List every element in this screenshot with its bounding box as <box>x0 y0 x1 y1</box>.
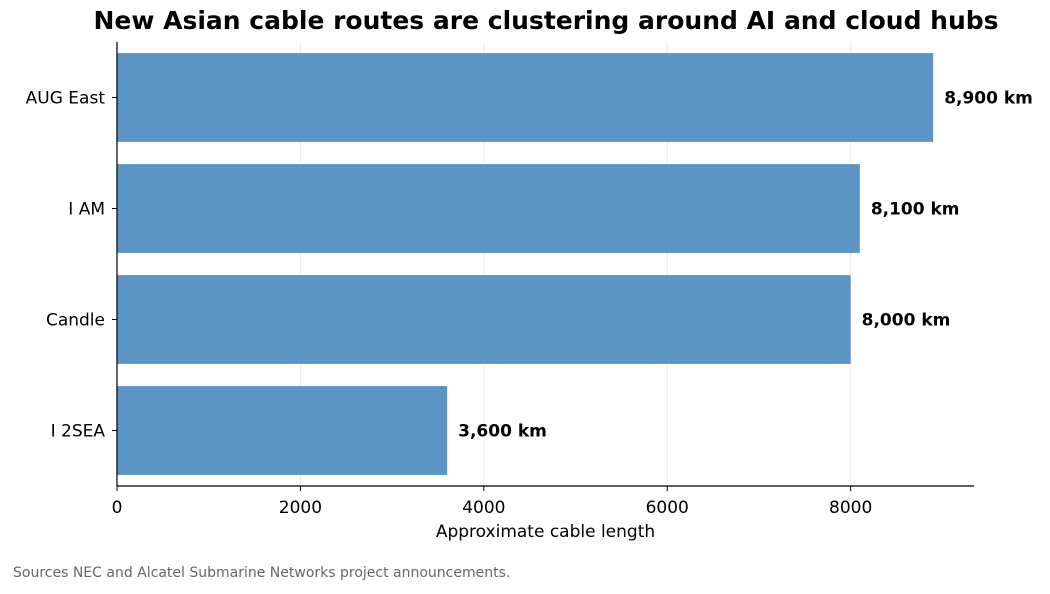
bars <box>117 53 934 475</box>
ticks: 0 2000 4000 6000 8000 AUG East I AM Candle I 2SE… <box>26 89 873 519</box>
y-tick-label: I 2SEA <box>51 422 106 442</box>
x-tick-label: 4000 <box>462 498 505 518</box>
x-axis-label: Approximate cable length <box>436 522 655 542</box>
bar <box>117 53 934 142</box>
y-tick-label: I AM <box>68 200 105 220</box>
y-tick-label: Candle <box>46 311 105 331</box>
x-tick-label: 6000 <box>646 498 689 518</box>
x-tick-label: 0 <box>112 498 123 518</box>
data-label: 8,000 km <box>862 311 951 331</box>
bar <box>117 164 860 253</box>
bar <box>117 386 448 475</box>
chart-title: New Asian cable routes are clustering ar… <box>93 6 999 35</box>
x-tick-label: 8000 <box>829 498 872 518</box>
source-note: Sources NEC and Alcatel Submarine Networ… <box>13 565 511 581</box>
data-labels: 8,900 km 8,100 km 8,000 km 3,600 km <box>458 89 1033 442</box>
y-tick-label: AUG East <box>26 89 106 109</box>
bar <box>117 275 851 364</box>
x-tick-label: 2000 <box>279 498 322 518</box>
axes <box>116 42 974 487</box>
data-label: 8,100 km <box>871 200 960 220</box>
data-label: 3,600 km <box>458 422 547 442</box>
data-label: 8,900 km <box>944 89 1033 109</box>
